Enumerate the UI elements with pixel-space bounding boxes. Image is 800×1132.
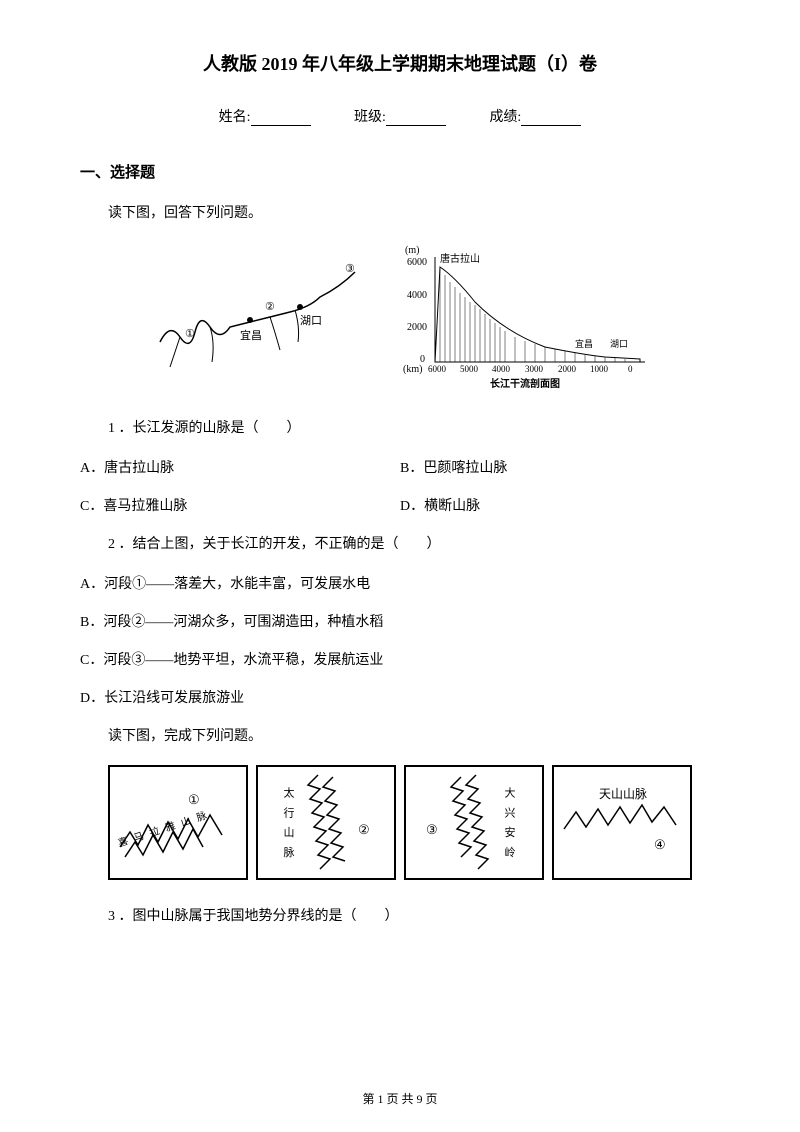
chart-x-unit: (km) [403,364,422,375]
question-1: 1 ．长江发源的山脉是（ ） [108,417,720,437]
chart-ytick-2: 2000 [407,322,427,333]
mountain-box-1: ① 喜 马 拉 雅 山 脉 [108,765,248,880]
q1-optB: B．巴颜喀拉山脉 [400,457,507,477]
chart-ytick-1: 4000 [407,290,427,301]
instruction-2: 读下图，完成下列问题。 [108,725,720,745]
chart-ytick-0: 6000 [407,257,427,268]
chart-xtick-4: 2000 [558,364,576,374]
q1-optD: D．横断山脉 [400,495,480,515]
name-field: 姓名: [219,106,311,126]
m1-num: ① [188,792,200,808]
q1-options-row2: C．喜马拉雅山脉 D．横断山脉 [80,495,720,515]
score-label: 成绩: [489,110,521,125]
name-blank[interactable] [251,112,311,126]
map-num-1: ① [185,327,195,340]
mountain-box-3: ③ 大 兴 安 岭 [404,765,544,880]
q1-optA: A．唐古拉山脉 [80,457,400,477]
m4-num: ④ [654,837,666,853]
chart-xtick-3: 3000 [525,364,543,374]
map-num-2: ② [265,300,275,313]
q2-optB: B．河段②——河湖众多，可围湖造田，种植水稻 [80,611,720,631]
q2-optD: D．长江沿线可发展旅游业 [80,687,720,707]
river-map-figure: ① ② ③ 宜昌 湖口 [140,242,380,392]
q2-optC: C．河段③——地势平坦，水流平稳，发展航运业 [80,649,720,669]
q2-optA: A．河段①——落差大，水能丰富，可发展水电 [80,573,720,593]
page-footer: 第 1 页 共 9 页 [0,1090,800,1107]
chart-hukou: 湖口 [610,337,628,350]
class-label: 班级: [354,110,386,125]
m4-label: 天山山脉 [599,785,647,802]
question-3: 3 ．图中山脉属于我国地势分界线的是（ ） [108,905,720,925]
m2-num: ② [358,822,370,838]
elevation-chart-figure: (m) 6000 4000 2000 0 (km) 6000 5000 4000… [400,242,660,392]
chart-xtick-0: 6000 [428,364,446,374]
map-yichang: 宜昌 [240,327,262,343]
mountain-box-2: ② 太 行 山 脉 [256,765,396,880]
map-num-3: ③ [345,262,355,275]
exam-title: 人教版 2019 年八年级上学期期末地理试题（I）卷 [80,50,720,76]
m3-num: ③ [426,822,438,838]
score-blank[interactable] [521,112,581,126]
name-label: 姓名: [219,110,251,125]
section-heading: 一、选择题 [80,161,720,182]
chart-y-unit: (m) [405,245,419,256]
info-line: 姓名: 班级: 成绩: [80,106,720,126]
q1-optC: C．喜马拉雅山脉 [80,495,400,515]
chart-xtick-1: 5000 [460,364,478,374]
chart-yichang: 宜昌 [575,337,593,350]
figure-row-1: ① ② ③ 宜昌 湖口 [80,242,720,392]
chart-xtick-2: 4000 [492,364,510,374]
m2-label: 太 行 山 脉 [280,787,296,860]
instruction-1: 读下图，回答下列问题。 [108,202,720,222]
class-field: 班级: [354,106,446,126]
q1-options-row1: A．唐古拉山脉 B．巴颜喀拉山脉 [80,457,720,477]
chart-xtick-5: 1000 [590,364,608,374]
map-hukou: 湖口 [300,312,322,328]
class-blank[interactable] [386,112,446,126]
m3-label: 大 兴 安 岭 [501,787,517,860]
question-2: 2 ．结合上图，关于长江的开发，不正确的是（ ） [108,533,720,553]
chart-peak: 唐古拉山 [440,250,480,265]
mountain-box-4: 天山山脉 ④ [552,765,692,880]
mountain-figures-row: ① 喜 马 拉 雅 山 脉 ② 太 行 山 脉 ③ 大 兴 安 岭 天山山脉 ④ [80,765,720,880]
score-field: 成绩: [489,106,581,126]
chart-xtick-6: 0 [628,364,633,374]
chart-caption: 长江干流剖面图 [490,375,560,390]
